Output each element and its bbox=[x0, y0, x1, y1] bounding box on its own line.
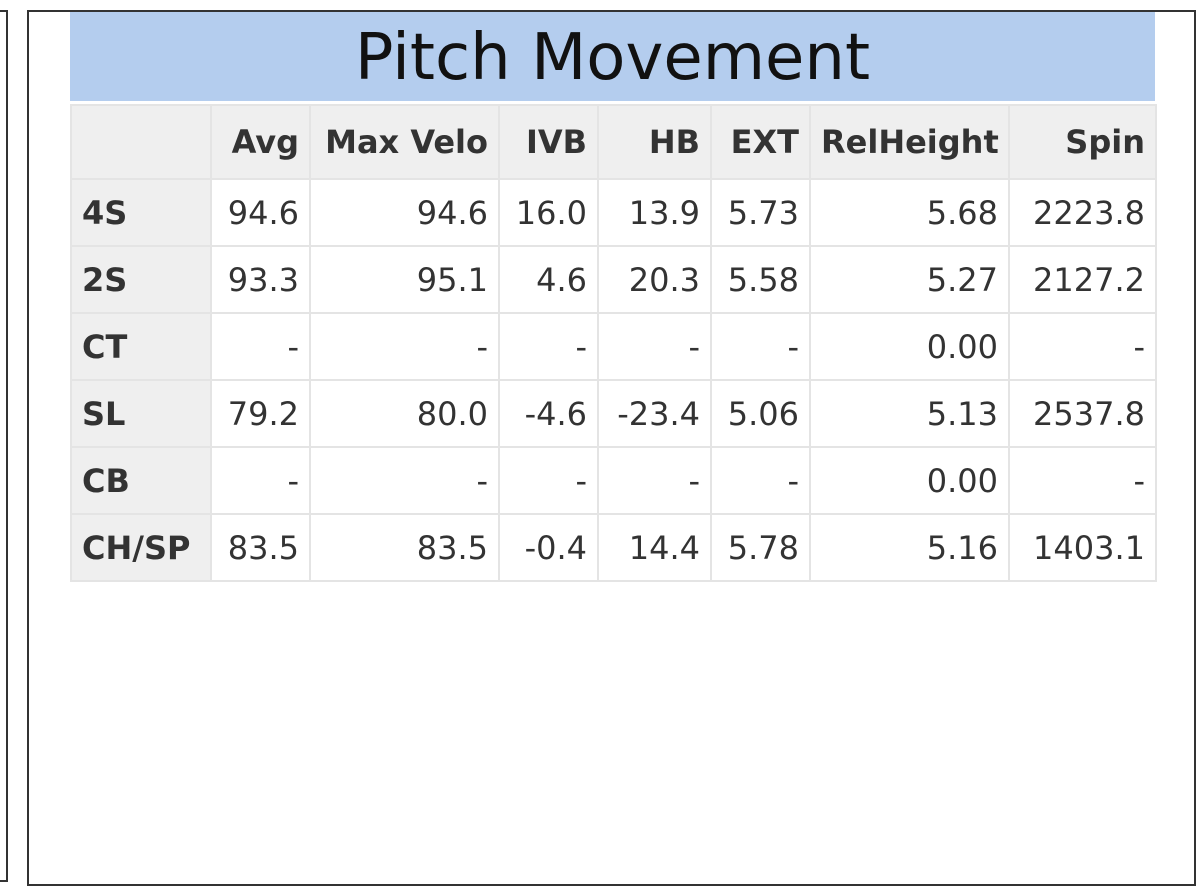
table-cell: 4.6 bbox=[498, 245, 599, 314]
table-cell: - bbox=[710, 312, 811, 381]
row-label: 2S bbox=[70, 245, 212, 314]
table-cell: 5.13 bbox=[809, 379, 1010, 448]
table-row: SL 79.2 80.0 -4.6 -23.4 5.06 5.13 2537.8 bbox=[70, 379, 1157, 448]
table-cell: 79.2 bbox=[210, 379, 311, 448]
table-cell: 5.16 bbox=[809, 513, 1010, 582]
table-cell: - bbox=[710, 446, 811, 515]
table-cell: -4.6 bbox=[498, 379, 599, 448]
table-row: CT - - - - -0.00- bbox=[70, 312, 1157, 381]
table-cell: - bbox=[309, 446, 500, 515]
table-row: 4S 94.6 94.6 16.0 13.9 5.73 5.68 2223.8 bbox=[70, 178, 1157, 247]
table-cell: - bbox=[309, 312, 500, 381]
table-cell: 83.5 bbox=[309, 513, 500, 582]
row-label: CB bbox=[70, 446, 212, 515]
table-cell: 5.68 bbox=[809, 178, 1010, 247]
table-cell: - bbox=[1008, 446, 1157, 515]
column-header: Avg bbox=[210, 104, 311, 180]
row-label: 4S bbox=[70, 178, 212, 247]
column-header: RelHeight bbox=[809, 104, 1010, 180]
row-label: SL bbox=[70, 379, 212, 448]
table-cell: 13.9 bbox=[597, 178, 712, 247]
table-cell: 0.00 bbox=[809, 312, 1010, 381]
table-cell: 0.00 bbox=[809, 446, 1010, 515]
pitch-table: Avg Max Velo IVB HB EXT RelHeight Spin 4S 94.6 9… bbox=[70, 104, 1157, 582]
table-cell: 2223.8 bbox=[1008, 178, 1157, 247]
table-cell: 93.3 bbox=[210, 245, 311, 314]
table-row: 2S 93.3 95.1 4.6 20.3 5.58 5.27 2127.2 bbox=[70, 245, 1157, 314]
table-cell: 5.73 bbox=[710, 178, 811, 247]
row-label: CT bbox=[70, 312, 212, 381]
table-cell: 95.1 bbox=[309, 245, 500, 314]
table-cell: 94.6 bbox=[309, 178, 500, 247]
table-cell: 2537.8 bbox=[1008, 379, 1157, 448]
side-panel-edge bbox=[0, 10, 8, 882]
table-cell: 16.0 bbox=[498, 178, 599, 247]
table-cell: - bbox=[1008, 312, 1157, 381]
table-cell: 5.58 bbox=[710, 245, 811, 314]
table-cell: -23.4 bbox=[597, 379, 712, 448]
header-row: Avg Max Velo IVB HB EXT RelHeight Spin bbox=[70, 104, 1157, 180]
column-header: Max Velo bbox=[309, 104, 500, 180]
table-cell: - bbox=[210, 446, 311, 515]
table-cell: - bbox=[498, 446, 599, 515]
table-cell: -0.4 bbox=[498, 513, 599, 582]
table-cell: 83.5 bbox=[210, 513, 311, 582]
table-cell: - bbox=[498, 312, 599, 381]
table-cell: 5.27 bbox=[809, 245, 1010, 314]
row-label: CH/SP bbox=[70, 513, 212, 582]
table-row: CH/SP 83.5 83.5 -0.4 14.4 5.78 5.16 1403.1 bbox=[70, 513, 1157, 582]
table-cell: 2127.2 bbox=[1008, 245, 1157, 314]
table-cell: 5.78 bbox=[710, 513, 811, 582]
table-cell: - bbox=[210, 312, 311, 381]
table-cell: 94.6 bbox=[210, 178, 311, 247]
column-header bbox=[70, 104, 212, 180]
column-header: IVB bbox=[498, 104, 599, 180]
table-cell: - bbox=[597, 312, 712, 381]
table-cell: - bbox=[597, 446, 712, 515]
column-header: HB bbox=[597, 104, 712, 180]
table-cell: 20.3 bbox=[597, 245, 712, 314]
table-cell: 1403.1 bbox=[1008, 513, 1157, 582]
table-row: CB - - - - -0.00- bbox=[70, 446, 1157, 515]
column-header: EXT bbox=[710, 104, 811, 180]
table-cell: 80.0 bbox=[309, 379, 500, 448]
table-cell: 14.4 bbox=[597, 513, 712, 582]
table-body: 4S 94.6 94.6 16.0 13.9 5.73 5.68 2223.8 2S 93.3 95… bbox=[70, 178, 1157, 582]
column-header: Spin bbox=[1008, 104, 1157, 180]
table-title: Pitch Movement bbox=[70, 12, 1155, 101]
table-cell: 5.06 bbox=[710, 379, 811, 448]
